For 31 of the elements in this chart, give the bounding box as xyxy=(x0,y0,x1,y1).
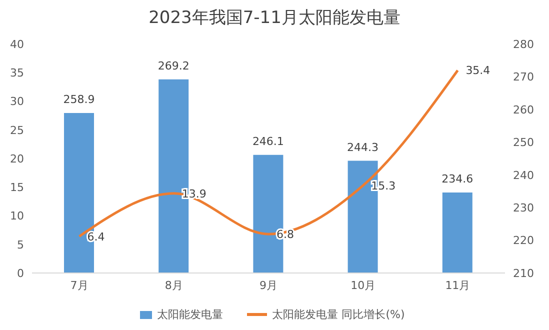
y2-tick-label: 280 xyxy=(513,38,534,51)
y-tick-label: 30 xyxy=(10,95,24,108)
x-tick-label: 8月 xyxy=(164,278,183,292)
y2-tick-label: 240 xyxy=(513,168,534,182)
y2-tick-label: 230 xyxy=(513,201,534,214)
data-label: 244.3 xyxy=(347,140,379,154)
y-tick-label: 5 xyxy=(17,238,24,252)
y2-tick-label: 260 xyxy=(513,103,534,116)
data-label: 246.1 xyxy=(252,134,284,148)
y2-tick-label: 270 xyxy=(513,70,534,84)
y-tick-label: 10 xyxy=(10,210,24,223)
y-tick-label: 35 xyxy=(10,66,24,80)
x-tick-label: 10月 xyxy=(350,278,376,292)
x-tick-label: 7月 xyxy=(70,278,88,292)
y2-tick-label: 250 xyxy=(513,136,534,150)
data-label: 234.6 xyxy=(442,172,474,186)
legend-label: 太阳能发电量 同比增长(%) xyxy=(272,307,405,322)
y2-tick-label: 210 xyxy=(513,266,534,280)
y-tick-label: 25 xyxy=(10,124,24,137)
data-label: 269.2 xyxy=(158,59,190,72)
data-label: 35.4 xyxy=(466,64,490,78)
x-tick-label: 11月 xyxy=(445,278,470,292)
x-tick-label: 9月 xyxy=(260,278,278,292)
legend-label: 太阳能发电量 xyxy=(157,307,224,322)
y-tick-label: 20 xyxy=(10,152,24,166)
chart-title: 2023年我国7-11月太阳能发电量 xyxy=(148,7,402,29)
data-label: 258.9 xyxy=(63,93,95,106)
y-tick-label: 40 xyxy=(10,38,24,51)
y2-tick-label: 220 xyxy=(513,234,534,248)
y-tick-label: 15 xyxy=(10,181,24,194)
y-tick-label: 0 xyxy=(17,266,24,280)
